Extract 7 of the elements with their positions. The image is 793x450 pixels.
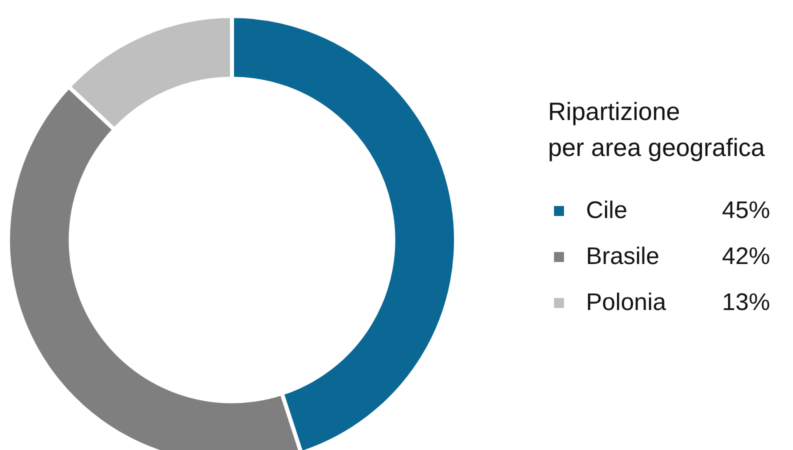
legend-label: Polonia: [586, 289, 668, 317]
data-label: 13%: [722, 289, 770, 317]
data-label: 45%: [722, 197, 770, 225]
data-label: 42%: [722, 243, 770, 271]
legend-label: Cile: [586, 197, 628, 225]
legend-title: Ripartizione per area geografica: [548, 97, 766, 164]
legend-label: Brasile: [586, 243, 660, 271]
